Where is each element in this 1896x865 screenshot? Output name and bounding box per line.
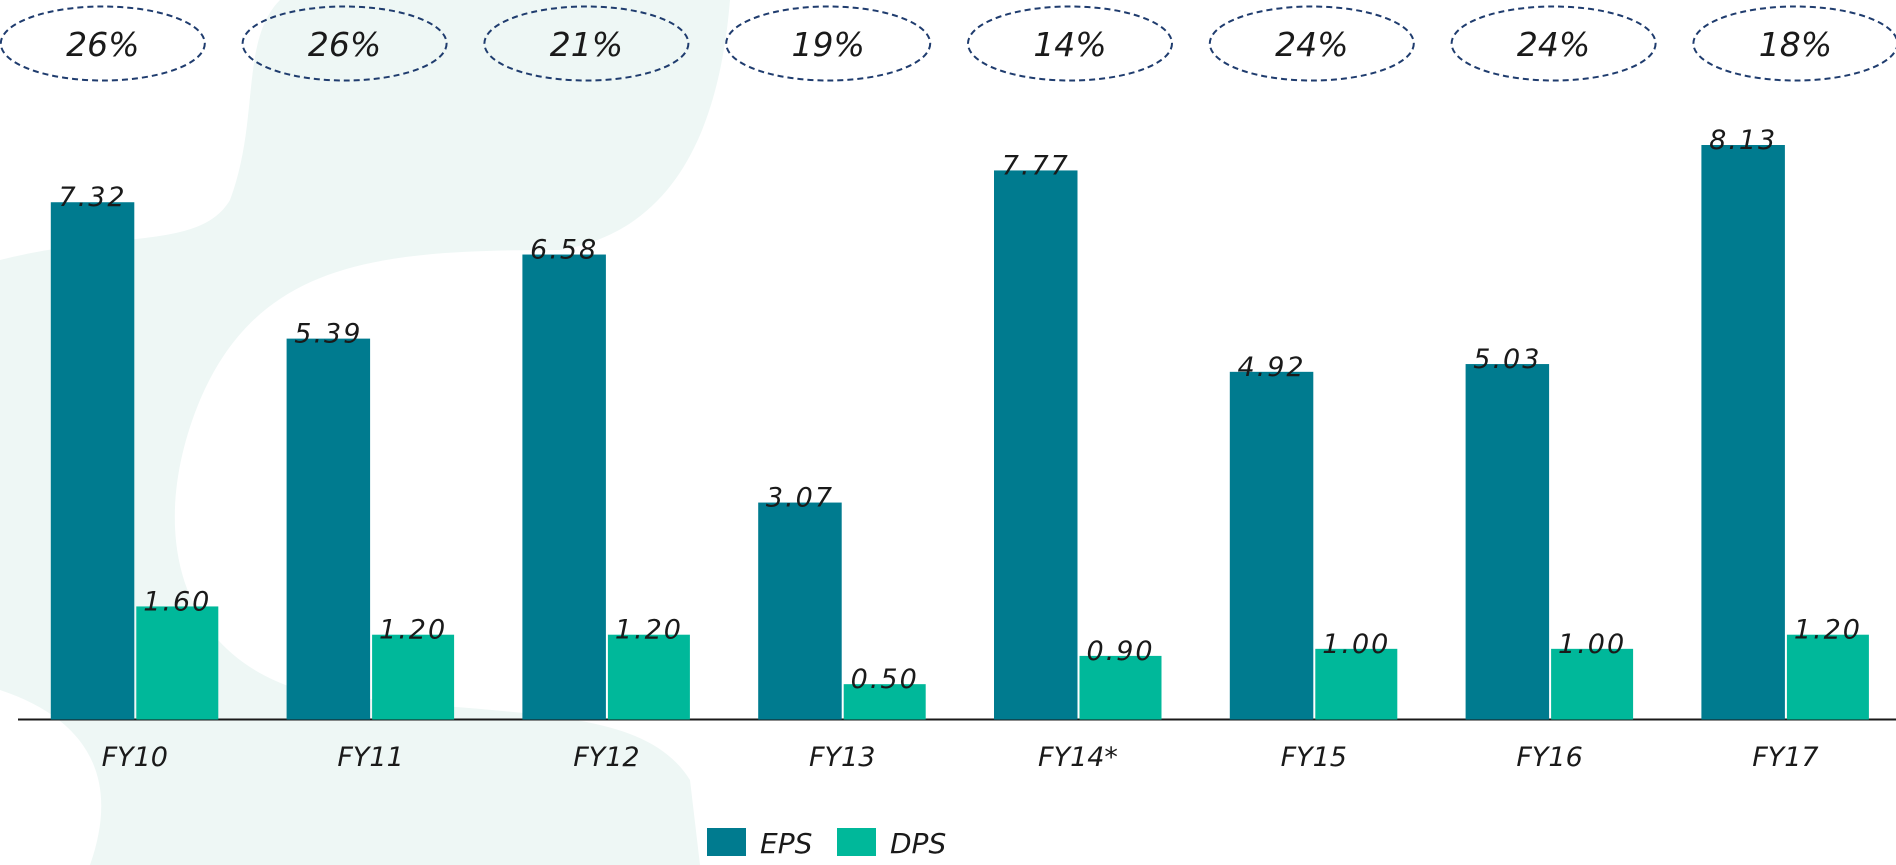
bar: [1315, 648, 1398, 720]
bar: [1786, 634, 1869, 720]
annotation: 14%: [1033, 25, 1106, 64]
bar: [607, 634, 690, 720]
bar: [136, 606, 219, 720]
annotation-ellipse: [241, 5, 448, 82]
annotation: 21%: [550, 25, 623, 64]
bar: [1701, 145, 1785, 720]
x-tick-label: FY17: [1752, 742, 1818, 773]
annotation: 24%: [1517, 25, 1590, 64]
bar: [286, 338, 371, 720]
bar: [758, 502, 842, 720]
legend-swatch: [707, 828, 746, 856]
annotation-ellipse: [725, 5, 932, 82]
value-label: 5.39: [294, 319, 362, 350]
value-label: 3.07: [766, 483, 834, 514]
value-label: 7.32: [58, 182, 126, 213]
x-tick-label: FY11: [337, 742, 403, 773]
annotation: 18%: [1759, 25, 1832, 64]
x-tick-label: FY12: [573, 742, 639, 773]
annotation-ellipse: [0, 5, 206, 82]
annotation: 26%: [66, 25, 139, 64]
x-tick-label: FY16: [1516, 742, 1582, 773]
x-tick-label: FY13: [809, 742, 875, 773]
value-label: 0.50: [851, 664, 919, 695]
x-tick-label: FY14*: [1038, 742, 1118, 773]
bar: [372, 634, 455, 720]
annotation: 24%: [1275, 25, 1348, 64]
bar: [1465, 364, 1550, 720]
x-tick-label: FY15: [1281, 742, 1347, 773]
bar: [843, 684, 926, 720]
annotation-ellipse: [1692, 5, 1896, 82]
value-label: 1.20: [1794, 615, 1862, 646]
bar: [522, 254, 606, 720]
annotation-ellipse: [483, 5, 690, 82]
value-label: 4.92: [1237, 352, 1305, 383]
value-label: 1.60: [143, 586, 211, 617]
annotation-ellipse: [967, 5, 1173, 82]
value-label: 5.03: [1473, 344, 1541, 375]
value-label: 0.90: [1086, 636, 1154, 667]
annotation-ellipse: [1208, 5, 1415, 82]
bar: [994, 170, 1078, 720]
bar: [1079, 655, 1162, 720]
legend-swatch: [837, 828, 876, 856]
bar: [1229, 371, 1314, 720]
value-label: 1.20: [615, 615, 683, 646]
annotation: 19%: [792, 25, 865, 64]
value-label: 1.20: [379, 615, 447, 646]
annotation-ellipse: [1450, 5, 1657, 82]
value-label: 1.00: [1558, 629, 1626, 660]
legend-label: DPS: [890, 827, 946, 860]
bar: [1551, 648, 1634, 720]
value-label: 6.58: [530, 235, 598, 266]
annotation: 26%: [308, 25, 381, 64]
x-tick-label: FY10: [102, 742, 168, 773]
value-label: 7.77: [1002, 150, 1070, 181]
legend-label: EPS: [760, 827, 812, 860]
value-label: 1.00: [1322, 629, 1390, 660]
value-label: 8.13: [1709, 125, 1777, 156]
bar: [50, 202, 135, 720]
